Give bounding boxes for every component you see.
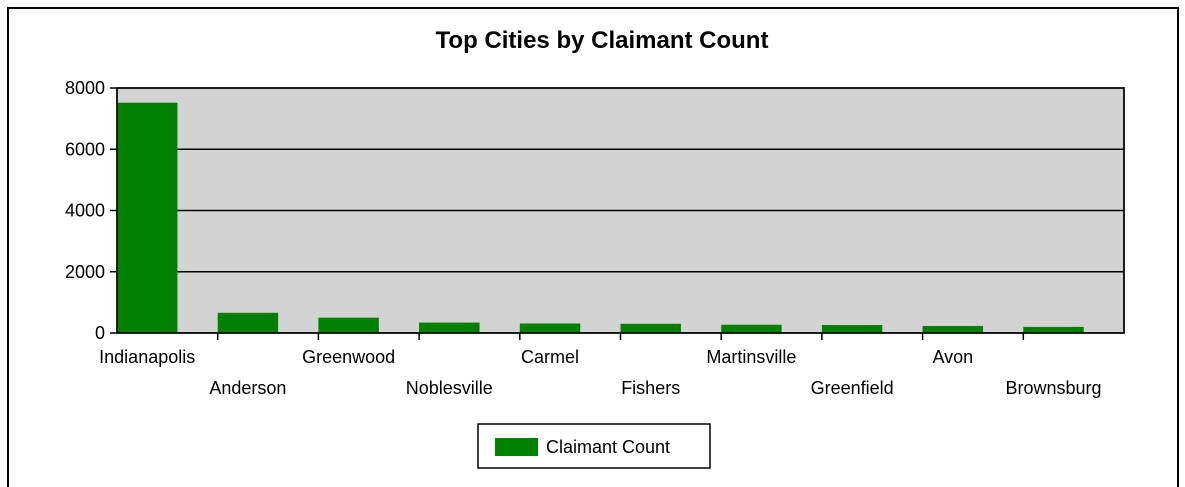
y-tick-label: 2000: [65, 262, 105, 282]
x-tick-label: Greenfield: [811, 378, 894, 398]
x-tick-label: Carmel: [521, 347, 579, 367]
x-tick-label: Brownsburg: [1005, 378, 1101, 398]
bar-noblesville: [419, 322, 480, 333]
y-axis: 0 2000 4000 6000 8000: [65, 78, 117, 343]
x-axis: Indianapolis Anderson Greenwood Noblesville…: [99, 333, 1102, 398]
legend-label: Claimant Count: [546, 437, 670, 457]
bar-avon: [922, 325, 984, 333]
y-tick-label: 8000: [65, 78, 105, 98]
x-tick-label: Indianapolis: [99, 347, 195, 367]
x-tick-label: Noblesville: [406, 378, 493, 398]
chart-title: Top Cities by Claimant Count: [436, 27, 769, 54]
legend: Claimant Count: [477, 423, 711, 469]
bar-anderson: [217, 312, 279, 333]
y-tick-label: 6000: [65, 139, 105, 159]
bar-indianapolis: [117, 102, 178, 333]
legend-swatch: [495, 438, 538, 456]
bar-greenfield: [821, 325, 883, 333]
x-tick-label: Fishers: [621, 378, 680, 398]
bar-carmel: [519, 323, 581, 333]
bar-greenwood: [318, 317, 379, 333]
chart-frame: [7, 7, 1179, 487]
bar-martinsville: [721, 324, 782, 333]
bars: [117, 102, 1084, 333]
x-tick-label: Greenwood: [302, 347, 395, 367]
y-tick-label: 0: [95, 323, 105, 343]
bar-fishers: [620, 323, 681, 333]
gridlines: [117, 148, 1124, 273]
x-tick-label: Anderson: [209, 378, 286, 398]
y-tick-label: 4000: [65, 201, 105, 221]
x-tick-label: Avon: [932, 347, 973, 367]
plot-border: [116, 87, 1125, 334]
x-tick-label: Martinsville: [706, 347, 796, 367]
bar-brownsburg: [1023, 326, 1084, 333]
